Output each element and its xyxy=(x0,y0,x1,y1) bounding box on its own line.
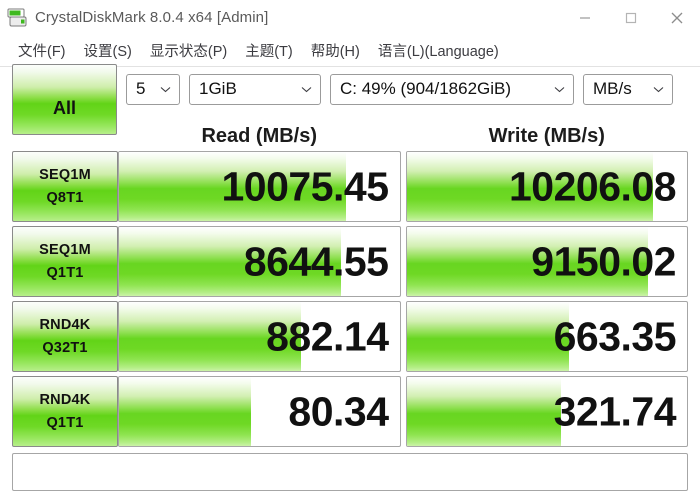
write-result-value: 10206.08 xyxy=(508,163,677,209)
window-title: CrystalDiskMark 8.0.4 x64 [Admin] xyxy=(35,9,269,26)
read-result-value: 80.34 xyxy=(288,388,389,434)
test-button-rnd4k-q32t1[interactable]: RND4K Q32T1 xyxy=(12,301,118,372)
table-row: SEQ1M Q1T1 8644.55 9150.02 xyxy=(12,226,688,297)
test-size-dropdown[interactable]: 1GiB xyxy=(189,73,321,105)
drive-dropdown[interactable]: C: 49% (904/1862GiB) xyxy=(330,73,574,105)
read-result-bar xyxy=(119,227,341,296)
write-result-cell: 9150.02 xyxy=(405,226,688,297)
cell-gap xyxy=(401,376,406,447)
table-row: SEQ1M Q8T1 10075.45 10206.08 xyxy=(12,151,688,222)
read-result-cell: 8644.55 xyxy=(118,226,401,297)
units-value: MB/s xyxy=(593,79,632,98)
units-dropdown[interactable]: MB/s xyxy=(583,73,673,105)
menu-item-language[interactable]: 语言(L)(Language) xyxy=(377,43,499,60)
menu-item-profile[interactable]: 显示状态(P) xyxy=(149,43,228,60)
test-name-line1: RND4K xyxy=(39,392,91,408)
test-count-dropdown[interactable]: 5 xyxy=(126,73,180,105)
disk-drive-icon xyxy=(6,7,28,29)
column-headers: Read (MB/s) Write (MB/s) xyxy=(12,121,688,151)
cell-gap xyxy=(401,301,406,372)
drive-value: C: 49% (904/1862GiB) xyxy=(340,79,512,98)
read-result-value: 8644.55 xyxy=(243,238,389,284)
table-row: RND4K Q32T1 882.14 663.35 xyxy=(12,301,688,372)
test-name-line2: Q1T1 xyxy=(46,265,84,281)
read-result-bar xyxy=(119,377,251,446)
chevron-down-icon xyxy=(548,86,573,93)
maximize-icon[interactable] xyxy=(608,0,654,35)
table-row: RND4K Q1T1 80.34 321.74 xyxy=(12,376,688,447)
test-size-value: 1GiB xyxy=(199,79,237,98)
minimize-icon[interactable] xyxy=(562,0,608,35)
all-button[interactable]: All xyxy=(12,63,117,135)
test-name-line1: RND4K xyxy=(39,317,91,333)
toolbar: All 5 1GiB C: 49% (904/1862GiB) MB/s xyxy=(0,63,700,135)
read-result-value: 882.14 xyxy=(266,313,389,359)
test-button-rnd4k-q1t1[interactable]: RND4K Q1T1 xyxy=(12,376,118,447)
read-result-cell: 80.34 xyxy=(118,376,401,447)
test-name-line2: Q1T1 xyxy=(46,415,84,431)
write-result-bar xyxy=(406,152,654,221)
window-controls xyxy=(562,0,700,35)
menu-item-theme[interactable]: 主题(T) xyxy=(245,43,293,60)
write-result-value: 321.74 xyxy=(553,388,677,434)
write-result-cell: 10206.08 xyxy=(405,151,688,222)
write-result-value: 9150.02 xyxy=(531,238,676,284)
test-count-value: 5 xyxy=(136,79,146,98)
test-button-seq1m-q8t1[interactable]: SEQ1M Q8T1 xyxy=(12,151,118,222)
test-name-line1: SEQ1M xyxy=(39,242,91,258)
read-result-cell: 882.14 xyxy=(118,301,401,372)
title-bar: CrystalDiskMark 8.0.4 x64 [Admin] xyxy=(0,0,700,35)
cell-gap xyxy=(401,151,406,222)
write-result-bar xyxy=(406,227,648,296)
write-result-bar xyxy=(406,377,561,446)
read-result-cell: 10075.45 xyxy=(118,151,401,222)
write-result-bar xyxy=(406,302,570,371)
close-icon[interactable] xyxy=(654,0,700,35)
cell-gap xyxy=(401,226,406,297)
menu-item-file[interactable]: 文件(F) xyxy=(18,43,66,60)
results-grid: Read (MB/s) Write (MB/s) SEQ1M Q8T1 1007… xyxy=(0,121,700,447)
test-name-line2: Q8T1 xyxy=(46,190,84,206)
write-result-cell: 321.74 xyxy=(405,376,688,447)
write-result-cell: 663.35 xyxy=(405,301,688,372)
menu-item-help[interactable]: 帮助(H) xyxy=(310,43,360,60)
chevron-down-icon xyxy=(647,86,672,93)
write-result-value: 663.35 xyxy=(553,313,677,359)
test-name-line1: SEQ1M xyxy=(39,167,91,183)
read-result-bar xyxy=(119,152,347,221)
chevron-down-icon xyxy=(154,86,179,93)
test-name-line2: Q32T1 xyxy=(42,340,88,356)
test-button-seq1m-q1t1[interactable]: SEQ1M Q1T1 xyxy=(12,226,118,297)
read-result-value: 10075.45 xyxy=(221,163,389,209)
chevron-down-icon xyxy=(295,86,320,93)
menu-item-settings[interactable]: 设置(S) xyxy=(83,43,132,60)
menu-bar: 文件(F) 设置(S) 显示状态(P) 主题(T) 帮助(H) 语言(L)(La… xyxy=(0,35,700,67)
read-column-header: Read (MB/s) xyxy=(201,124,318,147)
read-result-bar xyxy=(119,302,302,371)
write-column-header: Write (MB/s) xyxy=(488,124,605,147)
status-bar xyxy=(12,453,688,491)
